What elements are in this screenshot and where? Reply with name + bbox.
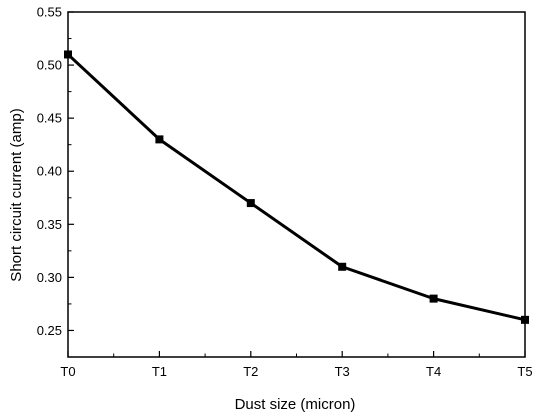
y-tick-label-1: 0.30 (37, 270, 62, 285)
y-tick-label-0: 0.25 (37, 323, 62, 338)
plot-area: 0.25 0.30 0.35 0.40 0.45 0.50 0.55 T0 T1 T2 T3 T4 T5 (37, 5, 533, 380)
x-tick-label-5: T5 (517, 364, 532, 379)
y-tick-label-5: 0.50 (37, 58, 62, 73)
data-point-t5 (521, 315, 529, 324)
y-axis-title: Short circuit current (amp) (8, 108, 25, 281)
y-tick-label-3: 0.40 (37, 164, 62, 179)
x-tick-label-3: T3 (335, 364, 350, 379)
data-point-t1 (155, 135, 164, 144)
data-point-t4 (429, 294, 438, 303)
y-tick-label-4: 0.45 (37, 111, 62, 126)
x-axis-title: Dust size (micron) (235, 396, 356, 413)
x-tick-label-1: T1 (152, 364, 167, 379)
x-tick-label-4: T4 (426, 364, 441, 379)
x-tick-label-0: T0 (60, 364, 75, 379)
series-line-0 (66, 53, 526, 322)
x-tick-label-2: T2 (243, 364, 258, 379)
data-point-t2 (246, 199, 255, 208)
y-tick-label-6: 0.55 (37, 5, 62, 20)
data-point-t0 (64, 50, 72, 59)
y-tick-label-2: 0.35 (37, 217, 62, 232)
data-point-t3 (338, 262, 347, 271)
